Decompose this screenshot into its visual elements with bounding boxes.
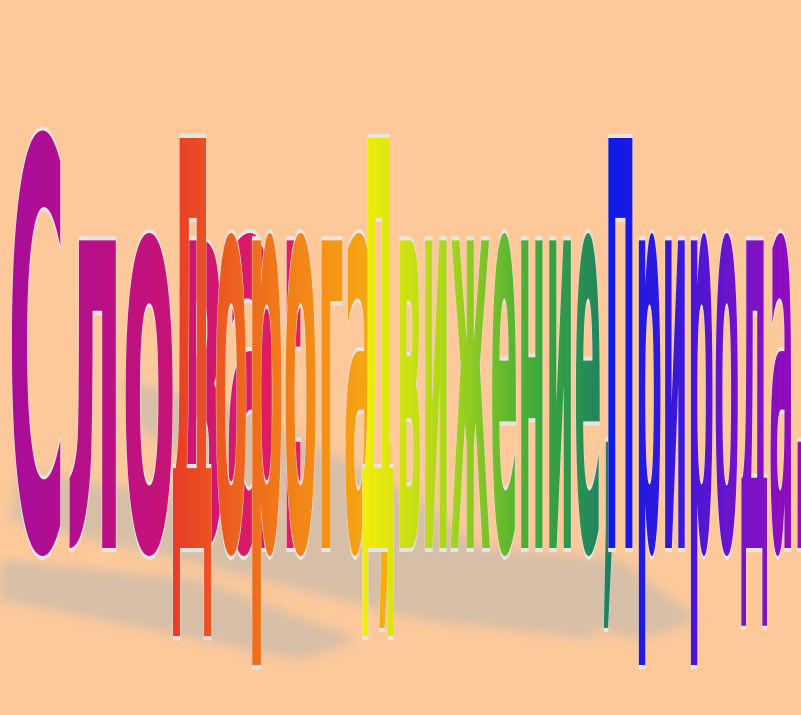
word-slova: Слова: xyxy=(8,25,309,681)
word-dvizhenie: Движение, xyxy=(360,28,617,683)
word-doroga: Дорога, xyxy=(170,27,396,682)
word-priroda: Природа. xyxy=(605,27,801,682)
